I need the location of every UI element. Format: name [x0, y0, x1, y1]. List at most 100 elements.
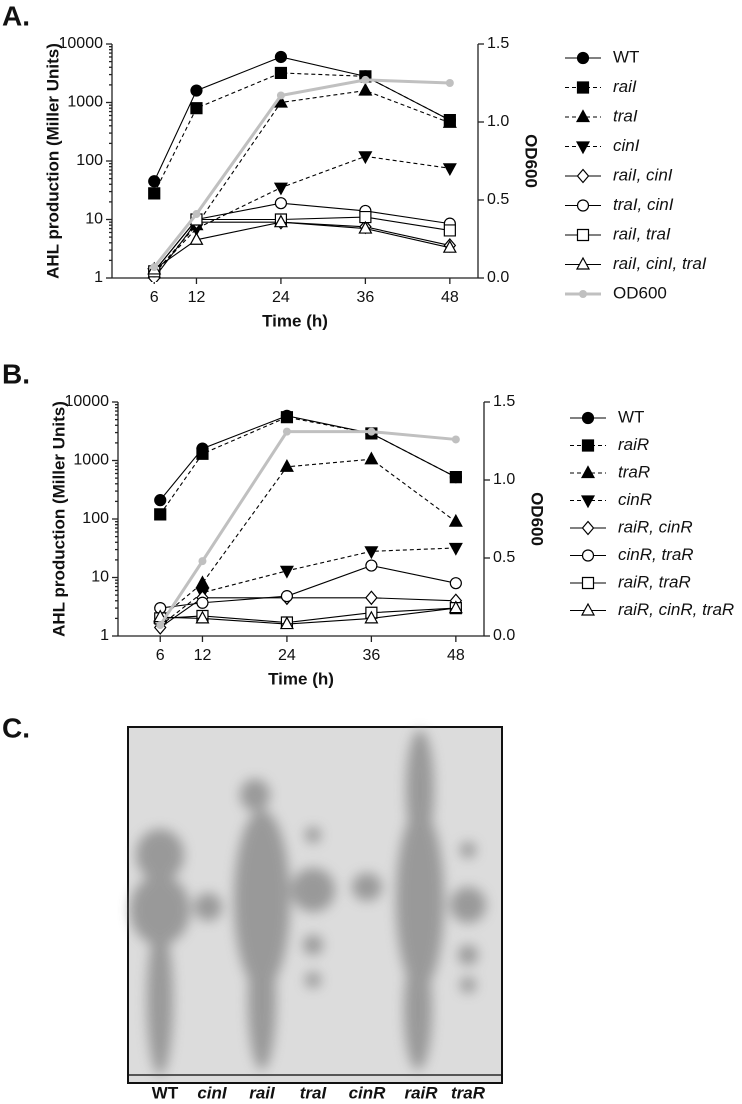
- marker: [154, 494, 167, 507]
- y2-tick-label: 0.0: [493, 627, 515, 644]
- y-tick-label: 10: [85, 211, 103, 228]
- y2-tick-label: 1.5: [493, 393, 515, 410]
- marker: [448, 513, 463, 527]
- marker: [575, 141, 591, 155]
- legend-label: raiI: [613, 77, 637, 96]
- marker: [576, 199, 590, 212]
- y-tick-label: 1: [100, 627, 109, 644]
- marker: [274, 50, 288, 63]
- legend-label: traR: [618, 462, 650, 481]
- marker: [358, 220, 373, 234]
- marker: [575, 256, 591, 270]
- plot-area: [147, 50, 457, 282]
- marker: [189, 232, 204, 245]
- legend-label: raiR, cinR, traR: [618, 600, 734, 619]
- marker: [442, 163, 457, 177]
- marker: [150, 263, 159, 272]
- y-tick-label: 100: [76, 152, 103, 169]
- x-tick-label: 36: [362, 647, 380, 664]
- marker: [148, 187, 161, 200]
- legend-label: raiI, cinI, traI: [613, 254, 707, 273]
- lane-label: cinI: [197, 1083, 228, 1102]
- marker: [581, 439, 595, 452]
- marker: [282, 427, 291, 436]
- legend-label: WT: [613, 47, 639, 66]
- x-tick-label: 12: [194, 647, 212, 664]
- legend-marker: [579, 290, 587, 298]
- lane-label: traR: [451, 1083, 486, 1102]
- marker: [576, 168, 590, 184]
- marker: [361, 75, 370, 84]
- legend-label: raiI, cinI: [613, 165, 673, 184]
- plot-area: [153, 409, 463, 635]
- lane-label: cinR: [349, 1083, 387, 1102]
- marker: [279, 616, 294, 630]
- marker: [451, 435, 460, 444]
- x-tick-label: 6: [150, 289, 159, 306]
- panel-label: A.: [2, 0, 30, 31]
- marker: [358, 151, 373, 165]
- marker: [580, 465, 596, 479]
- legend-label: raiR: [618, 435, 649, 454]
- marker: [580, 495, 596, 509]
- marker: [279, 459, 294, 472]
- legend-label: traI: [613, 106, 638, 125]
- y-tick-label: 1: [94, 269, 103, 286]
- marker: [443, 224, 456, 237]
- marker: [364, 451, 379, 465]
- y-axis-label: AHL production (Miller Units): [43, 43, 62, 279]
- y2-tick-label: 1.0: [487, 113, 509, 130]
- marker: [274, 66, 288, 80]
- marker: [442, 115, 457, 128]
- series-line: [153, 89, 451, 274]
- x-axis-label: Time (h): [268, 669, 334, 688]
- legend-label: raiR, cinR: [618, 517, 693, 536]
- legend-label: OD600: [613, 283, 667, 302]
- y2-tick-label: 0.5: [487, 191, 509, 208]
- y2-axis-label: OD600: [522, 134, 541, 188]
- y-tick-label: 100: [82, 510, 109, 527]
- x-tick-label: 48: [441, 289, 459, 306]
- panel-label: B.: [2, 358, 30, 389]
- marker: [581, 576, 595, 590]
- marker: [190, 102, 203, 115]
- marker: [449, 577, 462, 590]
- marker: [449, 471, 462, 484]
- x-tick-label: 6: [156, 647, 165, 664]
- marker: [580, 602, 596, 616]
- lane-label: raiR: [404, 1083, 438, 1102]
- marker: [195, 575, 210, 589]
- marker: [445, 79, 454, 87]
- legend-label: raiR, traR: [618, 572, 691, 591]
- y2-axis-label: OD600: [528, 492, 547, 546]
- marker: [581, 549, 595, 562]
- x-tick-label: 24: [278, 647, 296, 664]
- y-tick-label: 1000: [67, 94, 103, 111]
- marker: [575, 109, 591, 123]
- marker: [367, 427, 376, 436]
- x-axis-label: Time (h): [262, 311, 328, 330]
- x-tick-label: 24: [272, 289, 290, 306]
- legend-label: cinI: [613, 136, 640, 155]
- lane-label: WT: [152, 1083, 179, 1102]
- marker: [581, 411, 595, 425]
- marker: [156, 621, 165, 630]
- lane-label: raiI: [249, 1083, 276, 1102]
- y-tick-label: 10000: [65, 393, 110, 410]
- marker: [280, 411, 294, 424]
- marker: [192, 210, 201, 219]
- marker: [365, 590, 378, 606]
- tlc-plate: [127, 726, 503, 1084]
- y-tick-label: 1000: [73, 452, 109, 469]
- y2-tick-label: 1.0: [493, 471, 515, 488]
- y-axis-label: AHL production (Miller Units): [49, 401, 68, 637]
- marker: [448, 600, 463, 614]
- marker: [279, 565, 294, 579]
- marker: [190, 84, 203, 97]
- marker: [365, 559, 378, 572]
- marker: [576, 81, 590, 94]
- marker: [196, 596, 209, 609]
- marker: [198, 557, 207, 566]
- legend-label: WT: [618, 407, 644, 426]
